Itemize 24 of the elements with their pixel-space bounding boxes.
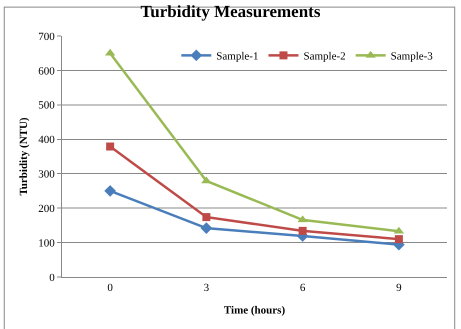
chart-title: Turbidity Measurements [140,2,321,21]
y-tick-label: 200 [38,202,56,215]
point [104,185,116,197]
point [200,222,212,234]
x-axis-title: Time (hours) [224,304,286,316]
x-tick-label: 9 [396,282,402,294]
y-tick-label: 300 [38,168,56,181]
legend-label: Sample-3 [390,50,434,63]
point [106,142,114,151]
legend-label: Sample-2 [303,50,346,63]
y-tick-label: 400 [38,134,56,146]
y-tick-label: 100 [38,237,56,250]
legend-label: Sample-1 [216,50,258,63]
point [298,226,307,235]
y-tick-label: 0 [49,272,56,284]
point [394,235,403,244]
y-axis-title: Turbidity (NTU) [18,117,30,196]
y-tick-label: 700 [38,30,56,43]
y-tick-label: 500 [38,100,56,112]
x-tick-label: 6 [300,282,306,294]
x-tick-label: 3 [204,282,210,294]
point [202,213,210,222]
x-tick-label: 0 [107,282,114,294]
y-tick-label: 600 [38,65,56,78]
